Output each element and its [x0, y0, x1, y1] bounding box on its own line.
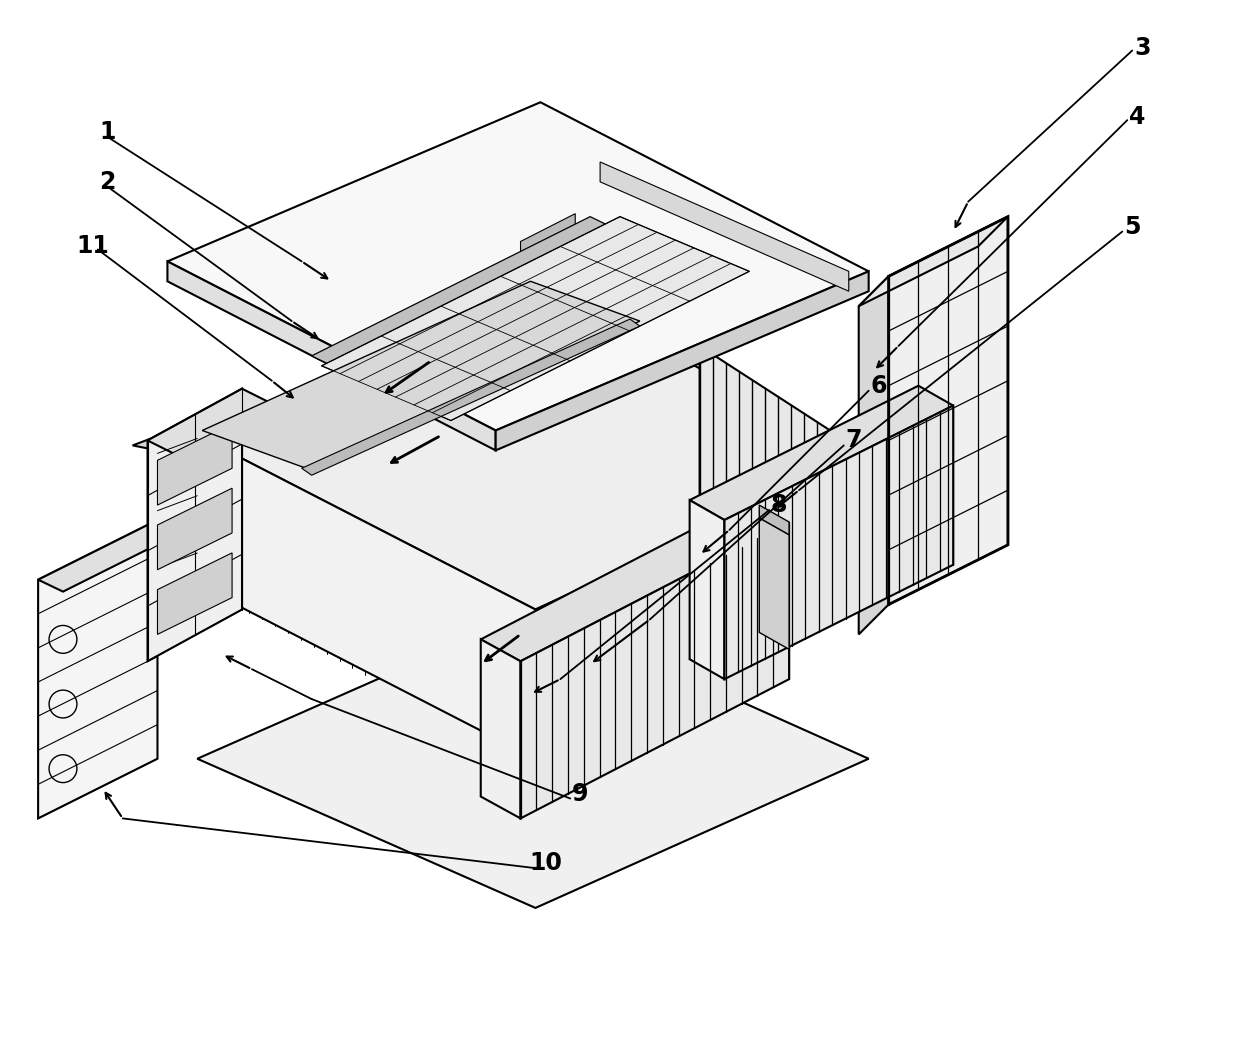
- Polygon shape: [157, 423, 232, 505]
- Polygon shape: [321, 217, 749, 420]
- Polygon shape: [759, 518, 789, 650]
- Text: 5: 5: [1123, 215, 1141, 239]
- Polygon shape: [699, 346, 869, 605]
- Polygon shape: [157, 436, 197, 600]
- Polygon shape: [326, 350, 660, 520]
- Polygon shape: [38, 520, 182, 591]
- Polygon shape: [148, 389, 242, 661]
- Polygon shape: [249, 309, 583, 479]
- Polygon shape: [211, 288, 543, 457]
- Polygon shape: [262, 316, 595, 485]
- Polygon shape: [157, 553, 232, 634]
- Polygon shape: [288, 330, 621, 500]
- Polygon shape: [486, 259, 541, 324]
- Polygon shape: [481, 639, 521, 819]
- Polygon shape: [689, 386, 954, 520]
- Polygon shape: [366, 371, 698, 541]
- Text: 2: 2: [99, 170, 115, 194]
- Text: 11: 11: [77, 235, 109, 259]
- Polygon shape: [157, 488, 232, 569]
- Polygon shape: [197, 282, 869, 609]
- Text: 10: 10: [529, 851, 562, 875]
- Polygon shape: [521, 214, 575, 280]
- Polygon shape: [148, 389, 272, 456]
- Polygon shape: [275, 323, 608, 492]
- Text: 9: 9: [572, 781, 589, 805]
- Polygon shape: [311, 217, 625, 372]
- Text: 1: 1: [99, 120, 115, 144]
- Polygon shape: [689, 500, 724, 679]
- Polygon shape: [167, 102, 869, 431]
- Text: 3: 3: [1133, 35, 1151, 59]
- Polygon shape: [38, 520, 157, 819]
- Polygon shape: [889, 217, 1008, 605]
- Polygon shape: [301, 337, 634, 506]
- Polygon shape: [859, 276, 889, 634]
- Text: 6: 6: [870, 373, 887, 397]
- Polygon shape: [481, 500, 789, 661]
- Polygon shape: [167, 262, 496, 451]
- Text: 4: 4: [1130, 105, 1146, 129]
- Text: 8: 8: [771, 493, 787, 517]
- Polygon shape: [859, 217, 1008, 307]
- Text: 7: 7: [846, 429, 862, 453]
- Polygon shape: [314, 344, 647, 513]
- Polygon shape: [197, 282, 531, 451]
- Polygon shape: [590, 248, 645, 314]
- Polygon shape: [759, 505, 789, 535]
- Polygon shape: [496, 271, 869, 451]
- Polygon shape: [724, 406, 954, 679]
- Polygon shape: [521, 522, 789, 819]
- Polygon shape: [197, 436, 536, 758]
- Polygon shape: [340, 358, 673, 527]
- Polygon shape: [197, 609, 869, 907]
- Polygon shape: [352, 365, 686, 534]
- Polygon shape: [133, 431, 197, 451]
- Polygon shape: [236, 302, 569, 471]
- Polygon shape: [600, 162, 848, 291]
- Polygon shape: [556, 293, 610, 359]
- Polygon shape: [202, 282, 640, 470]
- Polygon shape: [301, 319, 640, 476]
- Polygon shape: [223, 295, 557, 464]
- Polygon shape: [536, 456, 869, 758]
